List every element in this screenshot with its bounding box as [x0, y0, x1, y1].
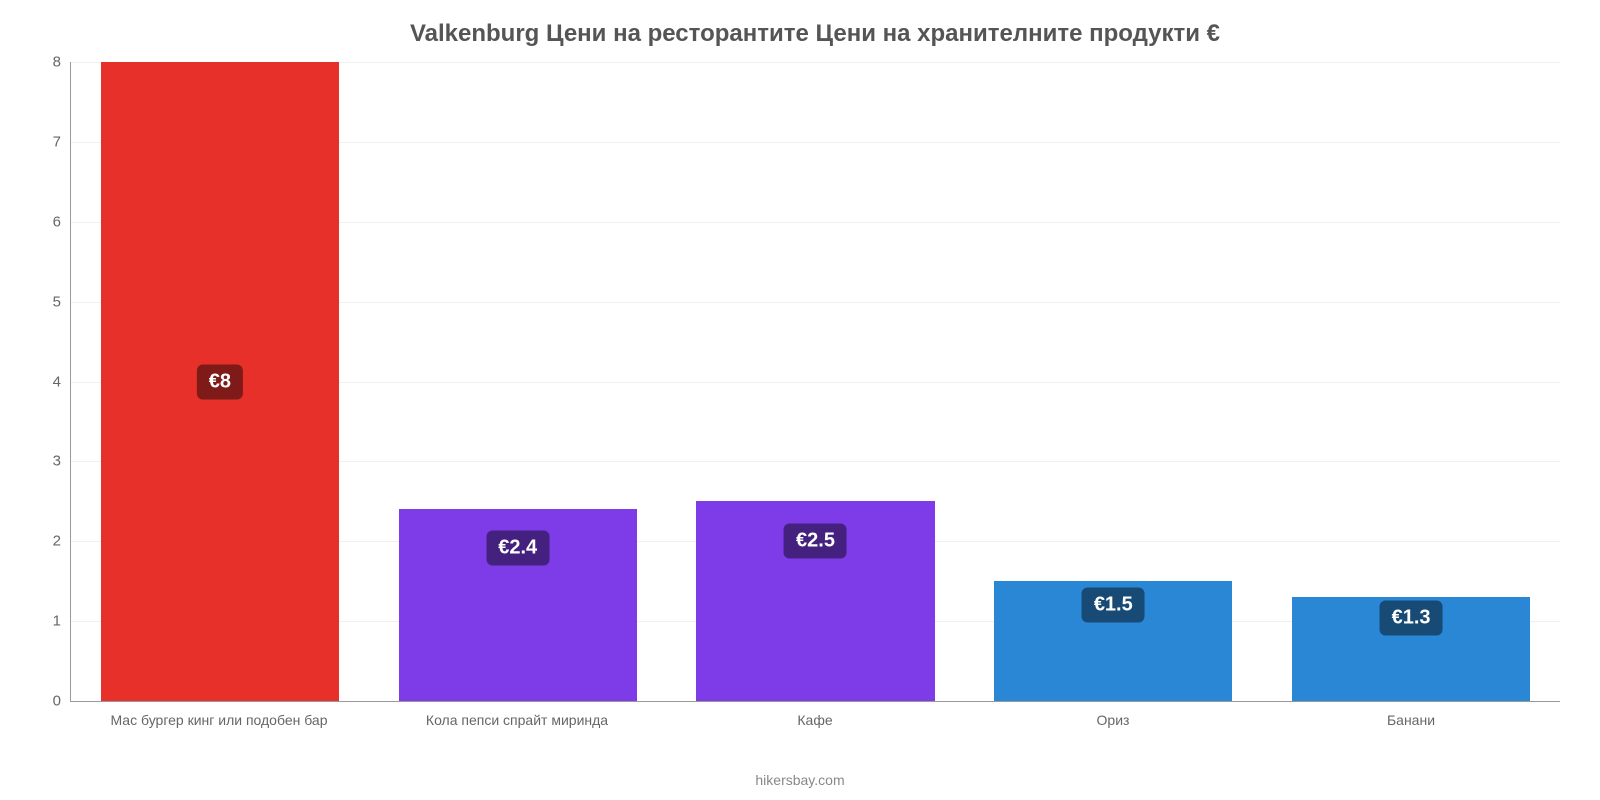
x-axis-label: Мас бургер кинг или подобен бар [70, 712, 368, 728]
bar: €2.4 [399, 509, 637, 701]
y-tick-label: 4 [53, 373, 61, 390]
x-axis-label: Ориз [964, 712, 1262, 728]
bar: €1.5 [994, 581, 1232, 701]
x-axis-label: Кафе [666, 712, 964, 728]
plot-area: 012345678 €8€2.4€2.5€1.5€1.3 [70, 62, 1560, 702]
bar: €1.3 [1292, 597, 1530, 701]
bar: €8 [101, 62, 339, 701]
bar-slot: €8 [71, 62, 369, 701]
chart-title: Valkenburg Цени на ресторантите Цени на … [70, 20, 1560, 48]
bar-value-badge: €2.4 [486, 530, 549, 565]
bar-value-badge: €8 [197, 364, 243, 399]
bar: €2.5 [696, 501, 934, 701]
x-axis-labels: Мас бургер кинг или подобен барКола пепс… [70, 712, 1560, 728]
x-axis-label: Банани [1262, 712, 1560, 728]
bar-slot: €1.5 [964, 62, 1262, 701]
bar-value-badge: €1.3 [1380, 600, 1443, 635]
price-bar-chart: Valkenburg Цени на ресторантите Цени на … [0, 0, 1600, 800]
y-tick-label: 8 [53, 54, 61, 71]
y-tick-label: 2 [53, 533, 61, 550]
bar-value-badge: €2.5 [784, 524, 847, 559]
y-tick-label: 7 [53, 133, 61, 150]
y-tick-label: 0 [53, 693, 61, 710]
bar-slot: €2.5 [667, 62, 965, 701]
x-axis-label: Кола пепси спрайт миринда [368, 712, 666, 728]
y-tick-label: 5 [53, 293, 61, 310]
bar-slot: €2.4 [369, 62, 667, 701]
y-tick-label: 1 [53, 613, 61, 630]
y-tick-label: 3 [53, 453, 61, 470]
bars-row: €8 €2.4 €2.5 €1.5 €1.3 [71, 62, 1560, 701]
bar-slot: €1.3 [1262, 62, 1560, 701]
y-tick-label: 6 [53, 213, 61, 230]
bar-value-badge: €1.5 [1082, 588, 1145, 623]
attribution-text: hikersbay.com [0, 772, 1600, 788]
